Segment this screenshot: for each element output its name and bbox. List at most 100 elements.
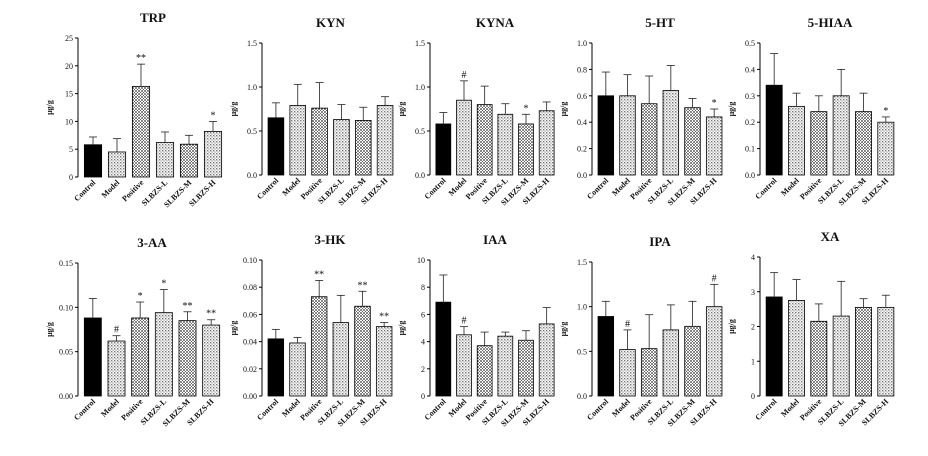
y-tick-label: 1.5 xyxy=(415,39,425,48)
significance-mark: * xyxy=(161,279,166,290)
y-tick-label: 1.5 xyxy=(577,258,587,267)
y-axis-label: μg/g xyxy=(559,322,568,337)
category-label: Control xyxy=(423,397,449,423)
bar-slbzs-l xyxy=(832,315,850,397)
y-tick-label: 0.8 xyxy=(577,65,587,74)
bar-slbzs-m xyxy=(684,107,701,176)
y-tick-label: 0.15 xyxy=(59,259,73,268)
y-tick-label: 4 xyxy=(751,253,755,262)
bar-slbzs-m xyxy=(179,143,199,178)
y-tick-label: 1.0 xyxy=(247,83,257,92)
bar-control xyxy=(83,144,103,178)
y-tick-label: 0.0 xyxy=(247,171,257,180)
y-tick-label: 5 xyxy=(69,145,73,154)
bar-slbzs-h xyxy=(203,131,223,178)
y-tick-label: 0.5 xyxy=(745,39,755,48)
y-tick-label: 20 xyxy=(65,62,73,71)
bar-positive xyxy=(640,348,658,397)
bar-slbzs-l xyxy=(497,113,514,176)
y-axis-label: μg/g xyxy=(229,321,238,336)
category-label: SLBZS-H xyxy=(187,178,218,209)
bar-positive xyxy=(311,107,328,176)
bar-slbzs-m xyxy=(354,120,372,176)
significance-mark: * xyxy=(524,103,529,114)
bar-slbzs-l xyxy=(497,335,514,397)
bar-control xyxy=(435,301,452,397)
y-tick-label: 0.10 xyxy=(243,256,257,265)
y-tick-label: 10 xyxy=(417,256,425,265)
y-tick-label: 0.5 xyxy=(415,127,425,136)
bar-slbzs-l xyxy=(832,95,850,176)
bar-slbzs-l xyxy=(332,322,350,397)
y-tick-label: 0.2 xyxy=(745,118,755,127)
y-tick-label: 2 xyxy=(751,323,755,332)
y-tick-label: 10 xyxy=(65,117,73,126)
y-tick-label: 15 xyxy=(65,90,73,99)
y-tick-label: 0.06 xyxy=(243,310,257,319)
bar-control xyxy=(765,296,783,397)
category-label: Control xyxy=(753,397,779,423)
bar-slbzs-m xyxy=(855,111,872,176)
y-tick-label: 0.04 xyxy=(243,338,257,347)
bar-slbzs-m xyxy=(518,123,534,176)
bar-positive xyxy=(131,85,151,178)
panel-title: 5-HT xyxy=(645,15,675,30)
y-tick-label: 0.00 xyxy=(59,392,73,401)
y-tick-label: 25 xyxy=(65,34,73,43)
bar-positive xyxy=(640,103,658,176)
category-label: Control xyxy=(585,397,611,423)
y-tick-label: 0.02 xyxy=(243,365,257,374)
bar-slbzs-l xyxy=(662,90,680,176)
y-tick-label: 0.4 xyxy=(577,118,587,127)
bar-positive xyxy=(810,111,828,176)
category-label: Control xyxy=(753,176,779,202)
y-tick-label: 0.3 xyxy=(745,92,755,101)
y-tick-label: 0.5 xyxy=(577,347,587,356)
category-label: SLBZS-H xyxy=(185,397,216,428)
y-tick-label: 0.0 xyxy=(745,171,755,180)
panel-title: 3-AA xyxy=(137,235,167,250)
bar-slbzs-m xyxy=(354,305,371,397)
bar-control xyxy=(597,95,615,176)
y-tick-label: 0.00 xyxy=(243,392,257,401)
bar-slbzs-h xyxy=(202,324,221,397)
significance-mark: ** xyxy=(379,312,389,323)
panel-3: KYNAμg/g0.00.51.01.5Control#ModelPositiv… xyxy=(397,15,555,207)
significance-mark: ** xyxy=(358,280,368,291)
bar-slbzs-m xyxy=(855,306,872,397)
bar-slbzs-h xyxy=(376,105,394,176)
bar-slbzs-l xyxy=(333,119,350,176)
significance-mark: ** xyxy=(183,301,193,312)
bar-control xyxy=(267,117,285,176)
panel-8: IAAμg/g0246810Control#ModelPositiveSLBZS… xyxy=(397,232,555,428)
category-label: Model xyxy=(99,397,121,419)
y-tick-label: 2 xyxy=(421,365,425,374)
y-axis-label: μg/g xyxy=(45,100,54,115)
significance-mark: * xyxy=(138,291,143,302)
panel-6: 3-AAμg/g0.000.050.100.15Control#Model*Po… xyxy=(45,235,221,428)
y-tick-label: 6 xyxy=(421,310,425,319)
category-label: Model xyxy=(100,178,122,200)
significance-mark: ** xyxy=(206,309,216,320)
y-tick-label: 0.0 xyxy=(577,171,587,180)
y-axis-label: μg/g xyxy=(229,102,238,117)
y-tick-label: 0.05 xyxy=(59,348,73,357)
bar-slbzs-h xyxy=(538,110,555,176)
bar-model xyxy=(619,95,636,176)
bar-slbzs-h xyxy=(705,306,723,397)
bar-model xyxy=(456,334,472,397)
bar-slbzs-l xyxy=(154,312,173,397)
significance-mark: # xyxy=(114,325,119,336)
category-label: Control xyxy=(72,178,98,204)
bar-model xyxy=(289,105,307,176)
bar-slbzs-h xyxy=(877,306,895,397)
panel-title: TRP xyxy=(140,10,166,25)
bar-slbzs-h xyxy=(705,116,723,176)
y-tick-label: 0.6 xyxy=(577,92,587,101)
panel-title: 5-HIAA xyxy=(808,15,853,30)
y-axis-label: μg/g xyxy=(397,102,406,117)
y-tick-label: 0.08 xyxy=(243,283,257,292)
